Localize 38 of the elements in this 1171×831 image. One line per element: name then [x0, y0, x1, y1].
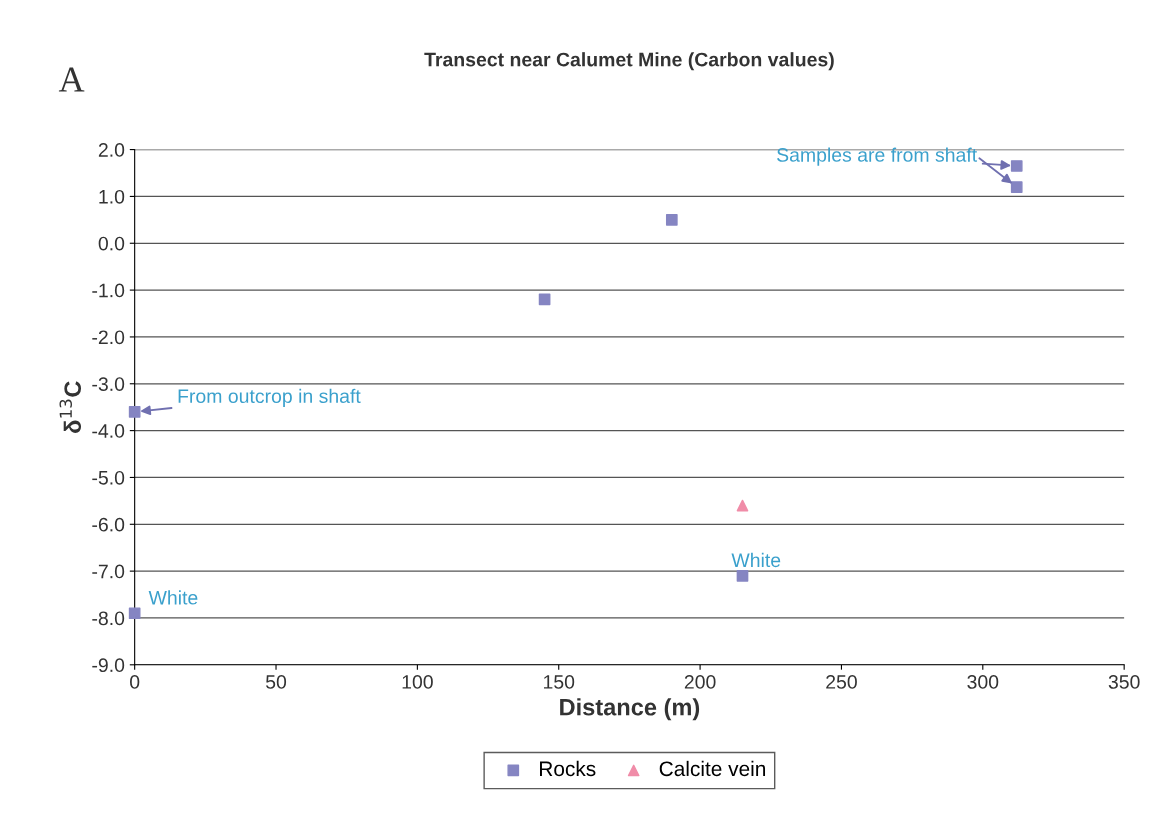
point	[736, 569, 749, 582]
annotation: White	[148, 590, 198, 605]
y-tick-label: -9.0	[92, 658, 125, 673]
x-tick-label: 150	[544, 675, 575, 689]
point	[128, 406, 141, 418]
y-tick-label: -4.0	[92, 424, 125, 438]
y-tick-label: -3.0	[92, 377, 125, 392]
x-tick-label: 200	[684, 675, 716, 689]
text: A	[58, 67, 85, 92]
point	[538, 293, 551, 306]
y-tick-label: 2.0	[98, 143, 125, 157]
legend-label: Rocks	[540, 760, 596, 777]
point	[1010, 160, 1023, 172]
y-tick-label: -6.0	[92, 517, 125, 532]
point	[1010, 181, 1023, 193]
annotation: Samples are from shaft	[777, 147, 978, 166]
point	[736, 499, 749, 512]
x-tick-label: 250	[826, 675, 857, 689]
y-tick-label: -2.0	[92, 330, 125, 345]
chart-title: Transect near Calumet Mine (Carbon values)	[424, 52, 834, 71]
x-tick-label: 0	[130, 675, 140, 689]
annotation: From outcrop in shaft	[178, 388, 361, 407]
y-tick-label: 0.0	[98, 236, 125, 251]
y-tick-label: 1.0	[99, 189, 125, 204]
x-tick-label: 100	[402, 675, 433, 689]
y-tick-label: -8.0	[92, 611, 125, 626]
y-tick-label: -5.0	[92, 470, 125, 485]
x-tick-label: 50	[265, 675, 287, 689]
y-tick-label: -7.0	[92, 564, 125, 579]
x-axis-title: Distance (m)	[560, 698, 700, 721]
x-tick-label: 350	[1108, 675, 1140, 689]
y-tick-label: -1.0	[92, 283, 125, 298]
legend-label: Calcite vein	[659, 760, 766, 777]
point	[665, 213, 678, 226]
x-tick-label: 300	[967, 675, 999, 689]
annotation: White	[731, 552, 781, 568]
y-axis-title: δ$^{13}$C	[59, 381, 82, 433]
point	[128, 607, 141, 620]
